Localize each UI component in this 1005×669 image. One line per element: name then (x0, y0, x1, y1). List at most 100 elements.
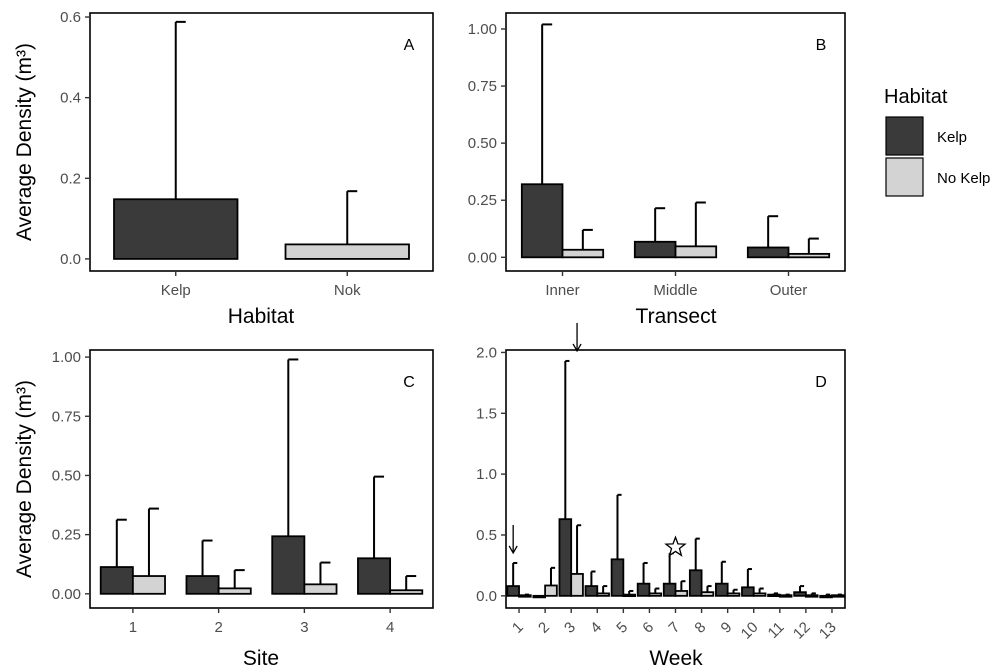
panel-tag: D (815, 374, 827, 391)
legend: Habitat Kelp No Kelp (884, 86, 990, 197)
x-tick-label: 3 (300, 619, 308, 636)
x-tick-label: 10 (738, 619, 762, 643)
arrow-head (508, 545, 518, 555)
x-tick-label: 6 (639, 619, 657, 637)
bar-kelp (819, 594, 833, 599)
x-tick-label: 9 (718, 619, 736, 637)
legend-label: Kelp (937, 129, 967, 146)
bar-no-kelp (284, 243, 410, 260)
x-tick-label: Outer (770, 282, 808, 299)
bar-kelp (715, 582, 729, 597)
x-tick-label: 1 (129, 619, 137, 636)
bar-kelp (746, 246, 790, 259)
x-axis-title: Transect (636, 305, 717, 328)
y-tick-label: 0.25 (468, 192, 497, 209)
x-tick-label: 8 (691, 619, 709, 637)
x-tick-label: 2 (214, 619, 222, 636)
bar-no-kelp (217, 587, 252, 595)
y-tick-label: 0.2 (60, 170, 81, 187)
y-tick-label: 0.50 (468, 135, 497, 152)
legend-title: Habitat (884, 86, 948, 108)
y-tick-label: 1.5 (476, 405, 497, 422)
bar-no-kelp (648, 592, 663, 597)
x-tick-label: Nok (334, 282, 361, 299)
bar-no-kelp (596, 592, 610, 597)
legend-label: No Kelp (937, 170, 990, 187)
bar-no-kelp (674, 590, 689, 597)
bar-kelp (793, 591, 807, 597)
bar-kelp (271, 535, 306, 595)
bar-kelp (584, 585, 599, 597)
bar-no-kelp (700, 591, 715, 597)
y-tick-label: 0.75 (52, 408, 81, 425)
bar-no-kelp (561, 248, 605, 259)
y-tick-label: 0.75 (468, 78, 497, 95)
bar-no-kelp (752, 592, 767, 597)
y-axis-title: Average Density (m³) (13, 43, 36, 241)
x-tick-label: 2 (535, 619, 553, 637)
bar-kelp (662, 582, 677, 597)
bar-no-kelp (674, 245, 718, 259)
panel-tag: B (816, 37, 827, 54)
bar-no-kelp (726, 592, 741, 597)
y-tick-label: 0.25 (52, 527, 81, 544)
x-tick-label: Inner (545, 282, 579, 299)
panel-a: 0.0 0.2 0.4 0.6 Kelp Nok Habitat Average Densit… (13, 9, 434, 328)
x-tick-label: 4 (386, 619, 394, 636)
bar-kelp (520, 183, 564, 259)
legend-swatch (885, 116, 924, 156)
panel-border (505, 349, 846, 609)
bar-no-kelp (831, 594, 845, 598)
bar-no-kelp (787, 252, 831, 259)
bar-kelp (633, 240, 677, 259)
y-tick-label: 0.00 (52, 586, 81, 603)
bar-kelp (532, 594, 547, 599)
x-tick-label: 4 (587, 619, 605, 637)
star-annotation (664, 535, 687, 557)
bar-kelp (636, 582, 651, 597)
x-tick-label: 12 (790, 619, 814, 643)
bar-kelp (357, 557, 392, 595)
y-tick-label: 0.4 (60, 90, 81, 107)
x-tick-label: 5 (613, 619, 631, 637)
y-axis-title: Average Density (m³) (13, 380, 36, 578)
bar-no-kelp (570, 573, 584, 597)
bar-no-kelp (303, 583, 338, 595)
x-axis-title: Week (649, 647, 703, 669)
y-tick-label: 2.0 (476, 344, 497, 361)
panel-b: 0.00 0.25 0.50 0.75 1.00 Inner Middle Outer Tran… (468, 12, 846, 328)
panel-border (89, 349, 434, 609)
y-tick-label: 0.0 (60, 251, 81, 268)
bar-no-kelp (778, 594, 793, 598)
panel-border (89, 12, 434, 272)
bar-no-kelp (131, 575, 166, 595)
panel-tag: A (404, 37, 415, 54)
x-tick-label: Middle (653, 282, 697, 299)
bar-kelp (688, 569, 703, 597)
y-tick-label: 0.0 (476, 588, 497, 605)
y-tick-label: 1.00 (468, 21, 497, 38)
bar-kelp (741, 586, 755, 597)
bar-kelp (185, 575, 220, 595)
y-tick-label: 0.00 (468, 249, 497, 266)
panel-c: 0.00 0.25 0.50 0.75 1.00 1 2 3 4 Site Average Dens… (13, 349, 434, 669)
y-tick-label: 1.0 (476, 466, 497, 483)
bar-kelp (99, 566, 134, 595)
bar-kelp (610, 558, 625, 597)
x-tick-label: 13 (816, 619, 840, 643)
x-tick-label: 3 (561, 619, 579, 637)
panel-tag: C (403, 374, 415, 391)
bar-no-kelp (804, 594, 819, 598)
bar-kelp (558, 518, 573, 597)
x-tick-label: 11 (765, 619, 788, 642)
x-tick-label: Kelp (161, 282, 191, 299)
bar-no-kelp (389, 589, 424, 595)
x-tick-label: 1 (509, 619, 527, 637)
x-tick-label: 7 (665, 619, 683, 637)
x-axis-title: Site (243, 647, 279, 669)
arrow-head (572, 343, 582, 353)
x-axis-title: Habitat (228, 305, 295, 328)
y-tick-label: 0.5 (476, 527, 497, 544)
